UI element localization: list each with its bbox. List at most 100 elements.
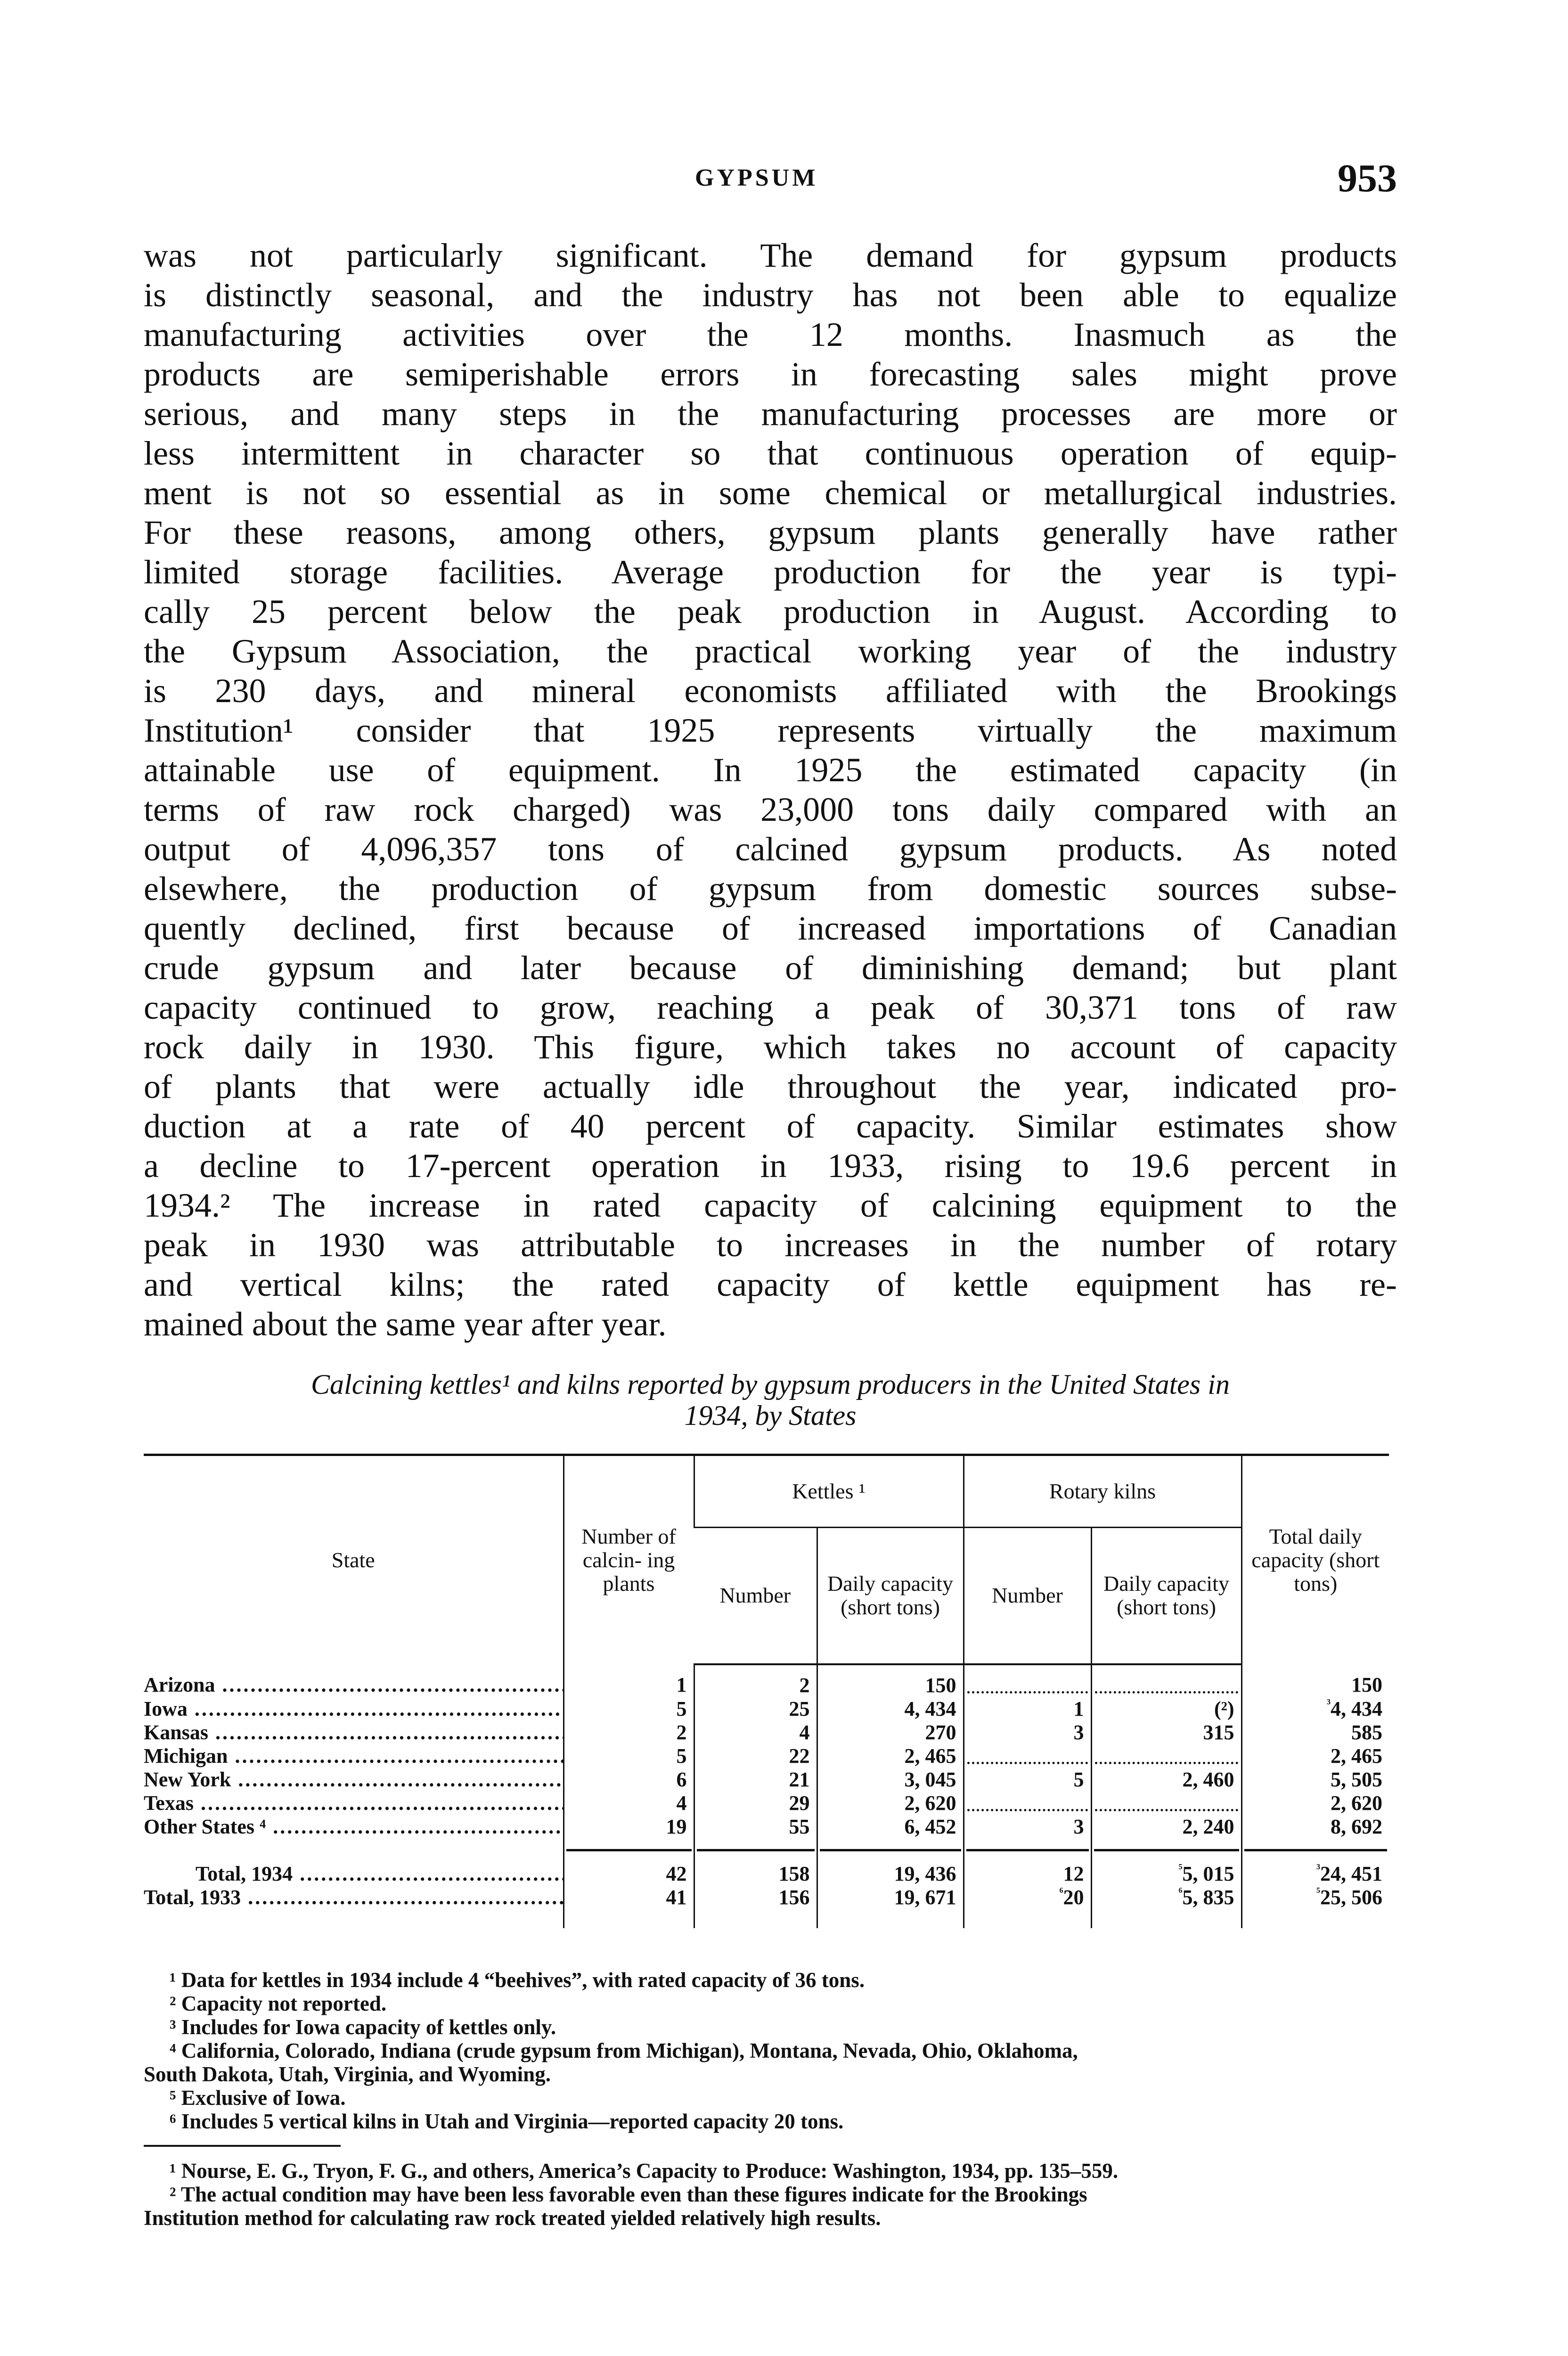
state-name: Kansas bbox=[144, 1721, 564, 1744]
footnote-ref: ⁶ bbox=[1178, 1884, 1183, 1899]
value-cell bbox=[1090, 1744, 1242, 1768]
value-cell: 2, 620 bbox=[816, 1791, 964, 1815]
rule-cell bbox=[1090, 1838, 1242, 1862]
footnote-line: ³ Includes for Iowa capacity of kettles … bbox=[170, 2015, 556, 2039]
body-line: peak in 1930 was attributable to increas… bbox=[144, 1226, 1397, 1264]
state-cell: Other States ⁴ bbox=[144, 1815, 564, 1839]
bottom-cell bbox=[816, 1909, 964, 1928]
value: 12 bbox=[1063, 1862, 1084, 1885]
value: 156 bbox=[778, 1885, 810, 1909]
value-cell: 150 bbox=[1241, 1664, 1389, 1697]
value-cell: 4, 434 bbox=[816, 1697, 964, 1721]
state-name: New York bbox=[144, 1768, 564, 1791]
body-line: and vertical kilns; the rated capacity o… bbox=[144, 1266, 1397, 1303]
total-separator bbox=[144, 1838, 1389, 1862]
value-cell: 6 bbox=[563, 1767, 694, 1792]
state-name: Total, 1934 bbox=[196, 1862, 564, 1885]
value-cell: 2, 240 bbox=[1090, 1815, 1242, 1839]
footnote-line: ¹ Data for kettles in 1934 include 4 “be… bbox=[170, 1968, 865, 1992]
empty-leader bbox=[1094, 1748, 1238, 1764]
value: 19, 436 bbox=[894, 1862, 956, 1885]
body-line: duction at a rate of 40 percent of capac… bbox=[144, 1107, 1397, 1145]
value-cell: 3 bbox=[963, 1815, 1091, 1839]
bottom-cell bbox=[693, 1909, 817, 1928]
body-line: limited storage facilities. Average prod… bbox=[144, 553, 1397, 591]
state-name: Michigan bbox=[144, 1744, 564, 1767]
state-cell: Total, 1934 bbox=[144, 1862, 564, 1886]
table-row: New York 6 21 3, 045 5 2, 460 5, 505 bbox=[144, 1767, 1389, 1792]
value: 3 bbox=[1073, 1815, 1084, 1838]
header-kettles-daily: Daily capacity (short tons) bbox=[816, 1527, 964, 1665]
footnote-line: South Dakota, Utah, Virginia, and Wyomin… bbox=[144, 2062, 551, 2086]
header-rotary-daily: Daily capacity (short tons) bbox=[1090, 1527, 1242, 1665]
empty-leader bbox=[1094, 1677, 1238, 1693]
value-cell: 3 bbox=[963, 1720, 1091, 1744]
state-cell: Texas bbox=[144, 1792, 564, 1815]
footnote-ref: ³ bbox=[1316, 1861, 1321, 1875]
value: 1 bbox=[676, 1673, 687, 1696]
empty-leader bbox=[1094, 1795, 1238, 1811]
body-line: 1934.² The increase in rated capacity of… bbox=[144, 1186, 1397, 1224]
state-cell: New York bbox=[144, 1768, 564, 1792]
table-row: Texas 4 29 2, 620 2, 620 bbox=[144, 1791, 1389, 1815]
body-line: capacity continued to grow, reaching a p… bbox=[144, 989, 1397, 1026]
value-cell bbox=[963, 1791, 1091, 1815]
value: 24, 451 bbox=[1320, 1862, 1383, 1885]
value-cell: 1 bbox=[963, 1697, 1091, 1721]
body-line: Institution¹ consider that 1925 represen… bbox=[144, 712, 1397, 749]
value: 2, 620 bbox=[904, 1791, 956, 1815]
value-cell: 55 bbox=[693, 1815, 817, 1839]
table-footnotes: ¹ Data for kettles in 1934 include 4 “be… bbox=[144, 1968, 1397, 2133]
header-state: State bbox=[144, 1454, 564, 1664]
value: 3, 045 bbox=[904, 1767, 956, 1791]
value-cell: 315 bbox=[1090, 1720, 1242, 1744]
capacity-table: State Number of calcin- ing plants Kettl… bbox=[144, 1454, 1389, 1928]
value-cell: 5 bbox=[563, 1697, 694, 1721]
value: 29 bbox=[789, 1791, 810, 1815]
footnote-ref: ⁵ bbox=[1178, 1861, 1183, 1875]
bottom-cell bbox=[563, 1909, 694, 1928]
value-cell bbox=[963, 1744, 1091, 1768]
state-cell: Kansas bbox=[144, 1721, 564, 1744]
caption-line: Calcining kettles¹ and kilns reported by… bbox=[311, 1369, 1230, 1400]
state-name: Other States ⁴ bbox=[144, 1815, 564, 1838]
footnote-ref: ³ bbox=[1327, 1696, 1331, 1710]
value: 2, 240 bbox=[1182, 1815, 1234, 1838]
body-line: For these reasons, among others, gypsum … bbox=[144, 514, 1397, 551]
value: 4 bbox=[676, 1791, 687, 1815]
empty-leader bbox=[967, 1677, 1088, 1693]
value: 25, 506 bbox=[1320, 1885, 1383, 1909]
value-cell: 158 bbox=[693, 1862, 817, 1886]
value-cell: 22 bbox=[693, 1744, 817, 1768]
value: 1 bbox=[1073, 1697, 1084, 1720]
running-head: GYPSUM 953 bbox=[144, 155, 1397, 200]
footnote-line: ² The actual condition may have been les… bbox=[170, 2183, 1087, 2206]
value-cell: 8, 692 bbox=[1241, 1815, 1389, 1839]
state-name: Iowa bbox=[144, 1697, 564, 1720]
footnote-ref: ⁵ bbox=[1316, 1884, 1321, 1899]
footnote-line: ⁵ Exclusive of Iowa. bbox=[170, 2086, 346, 2110]
value-cell: ³24, 451 bbox=[1241, 1862, 1389, 1886]
footnote-line: ¹ Nourse, E. G., Tryon, F. G., and other… bbox=[170, 2159, 1119, 2183]
value: 5, 835 bbox=[1182, 1885, 1234, 1909]
body-line: was not particularly significant. The de… bbox=[144, 237, 1397, 274]
value: 2, 460 bbox=[1182, 1767, 1234, 1791]
value-cell: 2, 465 bbox=[1241, 1744, 1389, 1768]
value-cell: 2, 460 bbox=[1090, 1767, 1242, 1792]
rule-cell bbox=[816, 1838, 964, 1862]
value-cell: 12 bbox=[963, 1862, 1091, 1886]
value: 42 bbox=[666, 1862, 687, 1885]
value: 315 bbox=[1203, 1720, 1234, 1744]
value-cell bbox=[963, 1664, 1091, 1697]
value: 4, 434 bbox=[1331, 1697, 1383, 1720]
footnote-ref: ⁶ bbox=[1059, 1884, 1063, 1899]
value-cell: (²) bbox=[1090, 1697, 1242, 1721]
value-cell: ⁵5, 015 bbox=[1090, 1861, 1242, 1886]
rule-cell bbox=[693, 1838, 817, 1862]
value: 5, 505 bbox=[1331, 1767, 1383, 1791]
value: 2, 465 bbox=[904, 1744, 956, 1767]
rule-cell bbox=[963, 1838, 1091, 1862]
body-line: elsewhere, the production of gypsum from… bbox=[144, 870, 1397, 908]
value-cell: ⁵25, 506 bbox=[1241, 1884, 1389, 1909]
